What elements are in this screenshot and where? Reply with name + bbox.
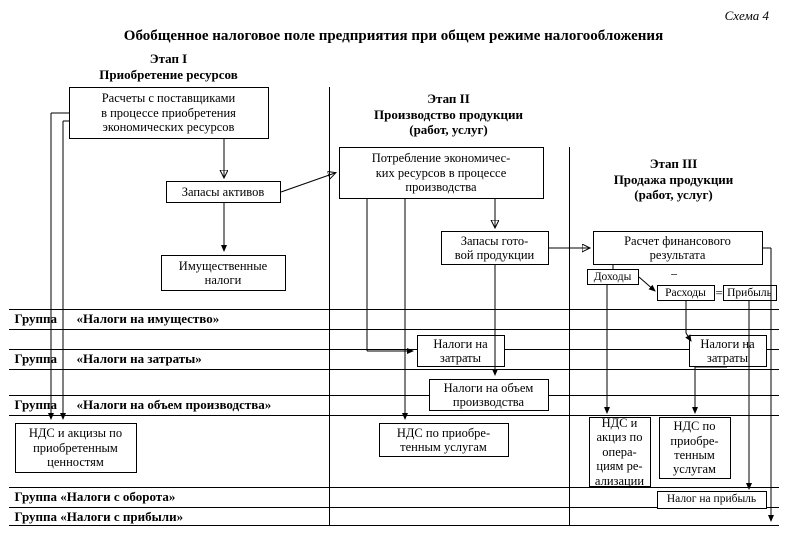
stage2-line3: (работ, услуг) (409, 122, 488, 137)
box-vat-services-mid: НДС по приобре-тенным услугам (379, 423, 509, 457)
group3-name: «Налоги на объем производства» (77, 397, 272, 413)
box-profit-tax-text: Налог на прибыль (667, 493, 756, 506)
group3-name-text: «Налоги на объем производства» (77, 397, 272, 412)
box-vat-services-right-text: НДС поприобре-теннымуслугам (670, 419, 718, 477)
stage2-header: Этап II Производство продукции (работ, у… (339, 91, 559, 138)
box-finished-stock: Запасы гото-вой продукции (441, 231, 549, 265)
box-finished-stock-text: Запасы гото-вой продукции (455, 234, 534, 263)
box-property-tax-text: Имущественныеналоги (179, 259, 267, 288)
diagram-canvas: Этап I Приобретение ресурсов Этап II Про… (9, 51, 779, 525)
group5-label: Группа «Налоги с прибыли» (15, 509, 184, 525)
stage2-line1: Этап II (427, 91, 470, 106)
group1-name-text: «Налоги на имущество» (77, 311, 220, 326)
mini-income-text: Доходы (594, 271, 632, 283)
equals-sign: = (716, 285, 723, 301)
group4-label: Группа «Налоги с оборота» (15, 489, 176, 505)
box-volume-tax-text: Налоги на объемпроизводства (444, 381, 534, 410)
box-vat-excise-sales: НДС иакциз поопера-циям ре-ализации (589, 417, 651, 487)
stage1-line1: Этап I (150, 51, 188, 66)
row-g5-bot (9, 525, 779, 526)
diagram-title: Обобщенное налоговое поле предприятия пр… (8, 28, 779, 45)
stage3-line2: Продажа продукции (614, 172, 734, 187)
col-sep-2 (569, 147, 570, 525)
col-sep-1 (329, 87, 330, 525)
group2-name: «Налоги на затраты» (77, 351, 202, 367)
box-profit-tax: Налог на прибыль (657, 491, 767, 509)
mini-expense: Расходы (657, 285, 715, 301)
box-vat-services-right: НДС поприобре-теннымуслугам (659, 417, 731, 479)
box-asset-stock: Запасы активов (166, 181, 281, 203)
stage1-header: Этап I Приобретение ресурсов (69, 51, 269, 82)
stage1-line2: Приобретение ресурсов (99, 67, 237, 82)
box-finresult-text: Расчет финансовогорезультата (624, 234, 731, 263)
row-g4-top (9, 487, 779, 488)
group3-label: Группа (15, 397, 58, 413)
stage3-line3: (работ, услуг) (634, 187, 713, 202)
mini-profit: Прибыль (723, 285, 777, 301)
row-g1-top (9, 309, 779, 310)
group2-prefix: Группа (15, 351, 58, 366)
box-suppliers: Расчеты с поставщикамив процессе приобре… (69, 87, 269, 139)
box-suppliers-text: Расчеты с поставщикамив процессе приобре… (101, 91, 236, 134)
box-cost-tax-mid-text: Налоги назатраты (433, 337, 487, 366)
row-g3-bot (9, 415, 779, 416)
row-g2-top (9, 349, 779, 350)
box-vat-excise-sales-text: НДС иакциз поопера-циям ре-ализации (595, 416, 644, 488)
group1-prefix: Группа (15, 311, 58, 326)
box-vat-excise-left-text: НДС и акцизы поприобретеннымценностям (29, 426, 122, 469)
box-vat-excise-left: НДС и акцизы поприобретеннымценностям (15, 423, 137, 473)
minus-sign: − (671, 267, 678, 283)
box-cost-tax-right-text: Налоги назатраты (700, 337, 754, 366)
mini-expense-text: Расходы (665, 287, 706, 299)
box-consumption-text: Потребление экономичес-ких ресурсов в пр… (372, 151, 511, 194)
group2-label: Группа (15, 351, 58, 367)
mini-income: Доходы (587, 269, 639, 285)
stage3-header: Этап III Продажа продукции (работ, услуг… (579, 156, 769, 203)
row-g2-bot (9, 369, 779, 370)
scheme-caption: Схема 4 (8, 8, 769, 24)
row-g3-top (9, 395, 779, 396)
group1-label: Группа (15, 311, 58, 327)
group2-name-text: «Налоги на затраты» (77, 351, 202, 366)
group4-text: Группа «Налоги с оборота» (15, 489, 176, 504)
row-g1-bot (9, 329, 779, 330)
group3-prefix: Группа (15, 397, 58, 412)
stage2-line2: Производство продукции (374, 107, 523, 122)
group1-name: «Налоги на имущество» (77, 311, 220, 327)
box-cost-tax-right: Налоги назатраты (689, 335, 767, 367)
box-asset-stock-text: Запасы активов (182, 185, 265, 199)
box-property-tax: Имущественныеналоги (161, 255, 286, 291)
box-volume-tax: Налоги на объемпроизводства (429, 379, 549, 411)
box-consumption: Потребление экономичес-ких ресурсов в пр… (339, 147, 544, 199)
box-finresult: Расчет финансовогорезультата (593, 231, 763, 265)
box-cost-tax-mid: Налоги назатраты (417, 335, 505, 367)
mini-profit-text: Прибыль (727, 287, 772, 299)
stage3-line1: Этап III (650, 156, 698, 171)
group5-text: Группа «Налоги с прибыли» (15, 509, 184, 524)
box-vat-services-mid-text: НДС по приобре-тенным услугам (397, 426, 490, 455)
